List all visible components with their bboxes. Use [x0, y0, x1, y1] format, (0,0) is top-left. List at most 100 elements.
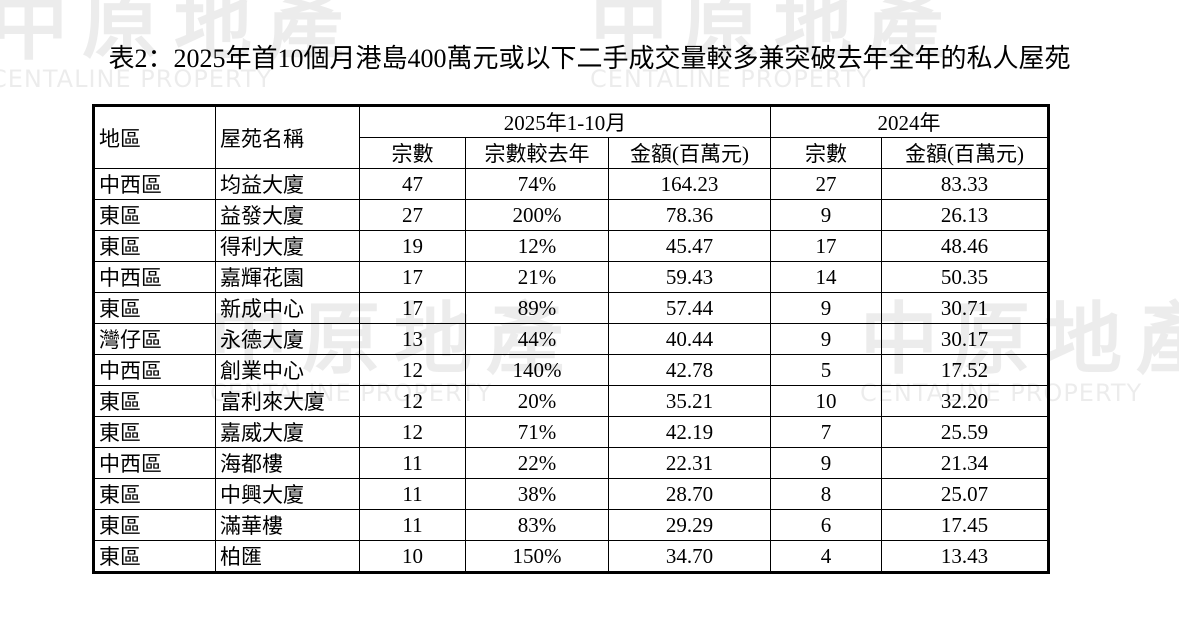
header-group: 2024年 — [770, 105, 1049, 138]
number-cell: 21% — [465, 261, 609, 293]
text-cell: 海都樓 — [215, 447, 360, 479]
number-cell: 11 — [359, 447, 466, 479]
number-cell: 9 — [770, 323, 882, 355]
text-cell: 益發大廈 — [215, 199, 360, 231]
number-cell: 11 — [359, 509, 466, 541]
number-cell: 42.78 — [608, 354, 771, 386]
table-row: 中西區 嘉輝花園 17 21% 59.43 14 50.35 — [93, 261, 1049, 293]
header-cell: 宗數較去年 — [465, 137, 609, 169]
number-cell: 71% — [465, 416, 609, 448]
text-cell: 東區 — [93, 292, 216, 324]
number-cell: 74% — [465, 168, 609, 200]
header-cell: 地區 — [93, 105, 216, 169]
number-cell: 25.59 — [881, 416, 1049, 448]
text-cell: 東區 — [93, 230, 216, 262]
number-cell: 17.45 — [881, 509, 1049, 541]
number-cell: 44% — [465, 323, 609, 355]
number-cell: 47 — [359, 168, 466, 200]
number-cell: 8 — [770, 478, 882, 510]
text-cell: 東區 — [93, 478, 216, 510]
number-cell: 17.52 — [881, 354, 1049, 386]
number-cell: 6 — [770, 509, 882, 541]
number-cell: 12 — [359, 385, 466, 417]
number-cell: 13 — [359, 323, 466, 355]
table-row: 東區 嘉威大廈 12 71% 42.19 7 25.59 — [93, 416, 1049, 448]
number-cell: 34.70 — [608, 540, 771, 573]
text-cell: 滿華樓 — [215, 509, 360, 541]
text-cell: 永德大廈 — [215, 323, 360, 355]
number-cell: 5 — [770, 354, 882, 386]
number-cell: 10 — [359, 540, 466, 573]
number-cell: 7 — [770, 416, 882, 448]
number-cell: 35.21 — [608, 385, 771, 417]
header-cell: 金額(百萬元) — [608, 137, 771, 169]
number-cell: 17 — [770, 230, 882, 262]
number-cell: 164.23 — [608, 168, 771, 200]
text-cell: 新成中心 — [215, 292, 360, 324]
number-cell: 13.43 — [881, 540, 1049, 573]
number-cell: 83.33 — [881, 168, 1049, 200]
table-row: 東區 中興大廈 11 38% 28.70 8 25.07 — [93, 478, 1049, 510]
number-cell: 200% — [465, 199, 609, 231]
number-cell: 4 — [770, 540, 882, 573]
number-cell: 40.44 — [608, 323, 771, 355]
number-cell: 17 — [359, 261, 466, 293]
number-cell: 17 — [359, 292, 466, 324]
text-cell: 中西區 — [93, 354, 216, 386]
table-row: 東區 柏匯 10 150% 34.70 4 13.43 — [93, 540, 1049, 573]
number-cell: 12% — [465, 230, 609, 262]
number-cell: 83% — [465, 509, 609, 541]
text-cell: 得利大廈 — [215, 230, 360, 262]
header-cell: 金額(百萬元) — [881, 137, 1049, 169]
header-cell: 屋苑名稱 — [215, 105, 360, 169]
number-cell: 42.19 — [608, 416, 771, 448]
table-row: 東區 富利來大廈 12 20% 35.21 10 32.20 — [93, 385, 1049, 417]
text-cell: 創業中心 — [215, 354, 360, 386]
number-cell: 9 — [770, 292, 882, 324]
text-cell: 嘉輝花園 — [215, 261, 360, 293]
number-cell: 10 — [770, 385, 882, 417]
number-cell: 27 — [770, 168, 882, 200]
header-group: 2025年1-10月 — [359, 105, 771, 138]
header-row: 地區 屋苑名稱 2025年1-10月 2024年 — [93, 105, 1049, 169]
text-cell: 中西區 — [93, 168, 216, 200]
table-row: 灣仔區 永德大廈 13 44% 40.44 9 30.17 — [93, 323, 1049, 355]
number-cell: 150% — [465, 540, 609, 573]
text-cell: 富利來大廈 — [215, 385, 360, 417]
table-header: 地區 屋苑名稱 2025年1-10月 2024年 宗數 宗數較去年 金額(百萬元… — [93, 105, 1049, 169]
number-cell: 25.07 — [881, 478, 1049, 510]
number-cell: 89% — [465, 292, 609, 324]
number-cell: 140% — [465, 354, 609, 386]
number-cell: 78.36 — [608, 199, 771, 231]
text-cell: 中西區 — [93, 447, 216, 479]
number-cell: 30.17 — [881, 323, 1049, 355]
number-cell: 57.44 — [608, 292, 771, 324]
text-cell: 灣仔區 — [93, 323, 216, 355]
number-cell: 48.46 — [881, 230, 1049, 262]
table-row: 東區 益發大廈 27 200% 78.36 9 26.13 — [93, 199, 1049, 231]
header-cell: 宗數 — [359, 137, 466, 169]
text-cell: 東區 — [93, 385, 216, 417]
number-cell: 9 — [770, 447, 882, 479]
number-cell: 22% — [465, 447, 609, 479]
number-cell: 14 — [770, 261, 882, 293]
number-cell: 38% — [465, 478, 609, 510]
number-cell: 12 — [359, 416, 466, 448]
text-cell: 均益大廈 — [215, 168, 360, 200]
header-cell: 宗數 — [770, 137, 882, 169]
number-cell: 32.20 — [881, 385, 1049, 417]
number-cell: 19 — [359, 230, 466, 262]
text-cell: 東區 — [93, 199, 216, 231]
text-cell: 東區 — [93, 540, 216, 573]
title: 表2：2025年首10個月港島400萬元或以下二手成交量較多兼突破去年全年的私人… — [108, 44, 1071, 73]
number-cell: 11 — [359, 478, 466, 510]
number-cell: 50.35 — [881, 261, 1049, 293]
number-cell: 21.34 — [881, 447, 1049, 479]
number-cell: 20% — [465, 385, 609, 417]
number-cell: 12 — [359, 354, 466, 386]
text-cell: 柏匯 — [215, 540, 360, 573]
table-row: 中西區 海都樓 11 22% 22.31 9 21.34 — [93, 447, 1049, 479]
number-cell: 26.13 — [881, 199, 1049, 231]
data-table: 地區 屋苑名稱 2025年1-10月 2024年 宗數 宗數較去年 金額(百萬元… — [92, 104, 1050, 574]
